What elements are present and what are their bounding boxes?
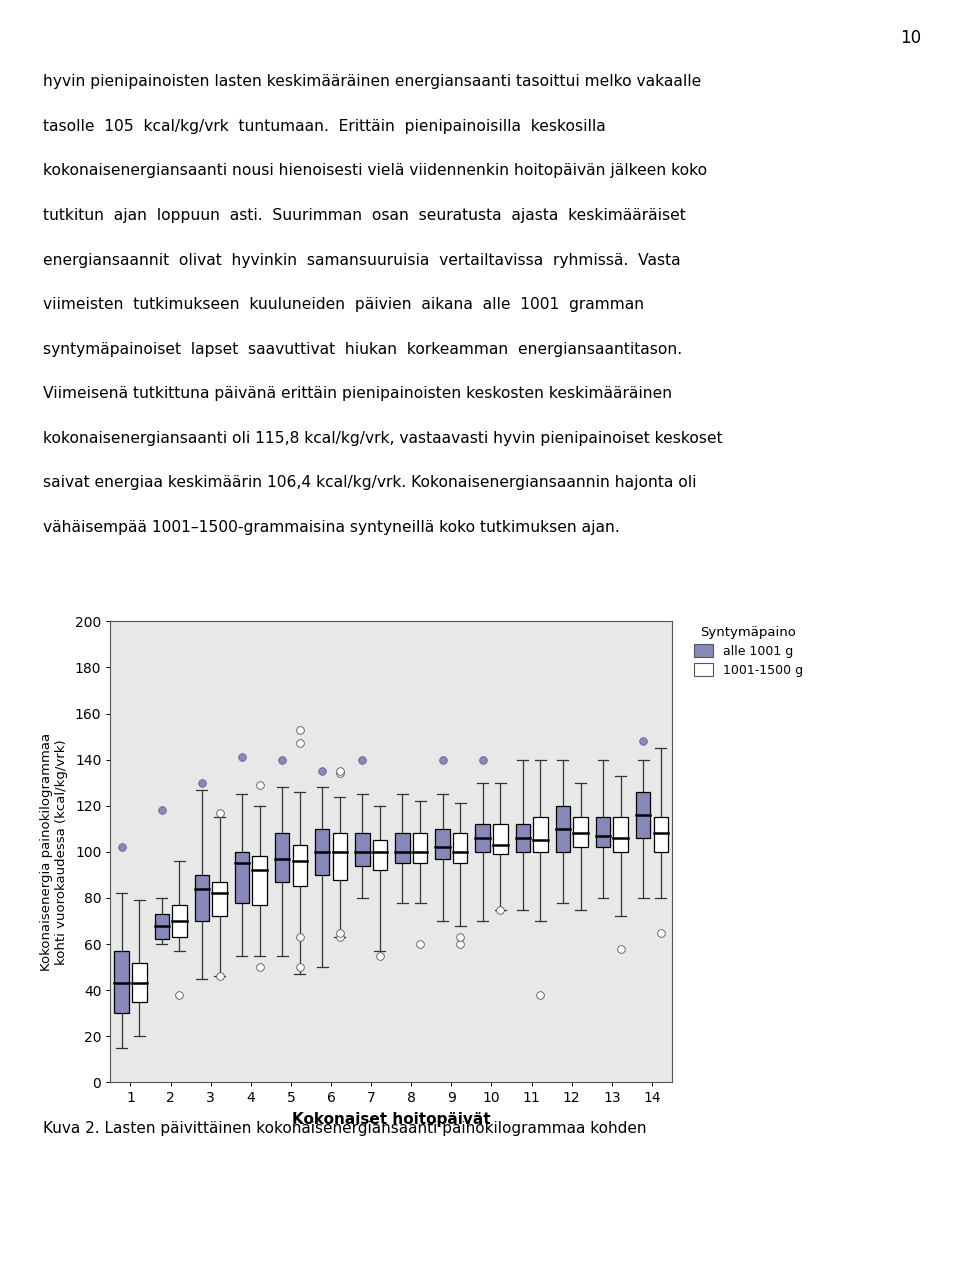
Bar [556, 806, 570, 852]
Text: energiansaannit  olivat  hyvinkin  samansuuruisia  vertailtavissa  ryhmissä.  Va: energiansaannit olivat hyvinkin samansuu… [43, 252, 681, 268]
Bar [453, 834, 468, 863]
Bar [636, 792, 650, 838]
Bar [355, 834, 370, 866]
Text: syntymäpainoiset  lapset  saavuttivat  hiukan  korkeamman  energiansaantitason.: syntymäpainoiset lapset saavuttivat hiuk… [43, 342, 683, 356]
Bar [372, 840, 387, 870]
Bar [235, 852, 250, 903]
Bar [275, 834, 289, 881]
Bar [195, 875, 209, 921]
Text: kokonaisenergiansaanti oli 115,8 kcal/kg/vrk, vastaavasti hyvin pienipainoiset k: kokonaisenergiansaanti oli 115,8 kcal/kg… [43, 430, 723, 446]
Text: hyvin pienipainoisten lasten keskimääräinen energiansaanti tasoittui melko vakaa: hyvin pienipainoisten lasten keskimääräi… [43, 74, 702, 90]
Bar [212, 881, 227, 916]
Bar [596, 817, 611, 847]
Bar [413, 834, 427, 863]
Bar [654, 817, 668, 852]
Bar [293, 845, 307, 886]
Bar [155, 915, 169, 939]
Bar [533, 817, 547, 852]
Text: Viimeisenä tutkittuna päivänä erittäin pienipainoisten keskosten keskimääräinen: Viimeisenä tutkittuna päivänä erittäin p… [43, 386, 672, 401]
Text: kokonaisenergiansaanti nousi hienoisesti vielä viidennenkin hoitopäivän jälkeen : kokonaisenergiansaanti nousi hienoisesti… [43, 164, 708, 178]
Bar [315, 829, 329, 875]
Bar [396, 834, 410, 863]
Bar [114, 951, 129, 1013]
Bar [493, 824, 508, 854]
Bar [435, 829, 450, 858]
Text: saivat energiaa keskimäärin 106,4 kcal/kg/vrk. Kokonaisenergiansaannin hajonta o: saivat energiaa keskimäärin 106,4 kcal/k… [43, 475, 697, 491]
Bar [573, 817, 588, 847]
Text: Kuva 2. Lasten päivittäinen kokonaisenergiansaanti painokilogrammaa kohden: Kuva 2. Lasten päivittäinen kokonaisener… [43, 1121, 647, 1136]
Bar [132, 962, 147, 1002]
Text: vähäisempää 1001–1500-grammaisina syntyneillä koko tutkimuksen ajan.: vähäisempää 1001–1500-grammaisina syntyn… [43, 520, 620, 535]
Bar [613, 817, 628, 852]
Bar [516, 824, 530, 852]
Y-axis label: Kokonaisenergia painokilogrammaa
kohti vuorokaudessa (kcal/kg/vrk): Kokonaisenergia painokilogrammaa kohti v… [40, 733, 68, 971]
Text: tutkitun  ajan  loppuun  asti.  Suurimman  osan  seuratusta  ajasta  keskimääräi: tutkitun ajan loppuun asti. Suurimman os… [43, 208, 686, 223]
Bar [252, 857, 267, 904]
Bar [172, 904, 186, 938]
Text: 10: 10 [900, 29, 922, 47]
Legend: alle 1001 g, 1001-1500 g: alle 1001 g, 1001-1500 g [689, 621, 807, 681]
Bar [475, 824, 490, 852]
Text: viimeisten  tutkimukseen  kuuluneiden  päivien  aikana  alle  1001  gramman: viimeisten tutkimukseen kuuluneiden päiv… [43, 297, 644, 313]
Text: tasolle  105  kcal/kg/vrk  tuntumaan.  Erittäin  pienipainoisilla  keskosilla: tasolle 105 kcal/kg/vrk tuntumaan. Eritt… [43, 119, 606, 133]
Bar [332, 834, 348, 880]
X-axis label: Kokonaiset hoitopäivät: Kokonaiset hoitopäivät [292, 1112, 491, 1127]
